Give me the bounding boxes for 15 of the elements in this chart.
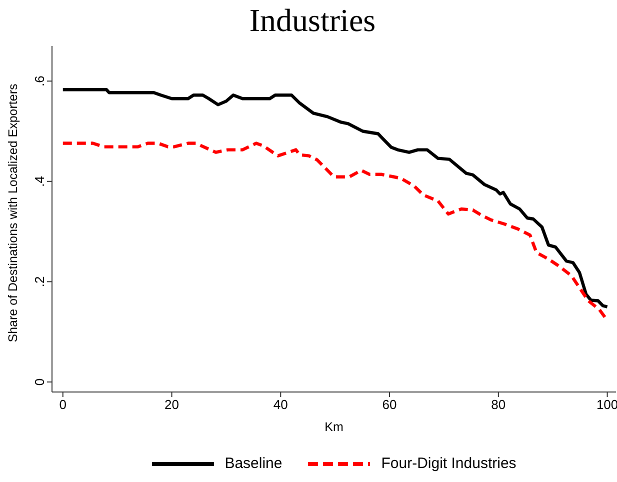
y-tick-label: 0	[32, 378, 47, 386]
x-tick-label: 80	[491, 397, 506, 412]
y-tick-label: .6	[32, 76, 47, 87]
x-axis-title: Km	[324, 420, 344, 434]
line-series	[61, 88, 609, 308]
legend-label: Four-Digit Industries	[381, 455, 516, 472]
y-tick-label: .4	[32, 176, 47, 187]
x-tick-label: 0	[59, 397, 67, 412]
legend-label: Baseline	[224, 455, 282, 472]
x-tick-label: 60	[382, 397, 397, 412]
y-tick-label: .2	[32, 276, 47, 288]
x-tick-label: 20	[164, 397, 180, 412]
chart-title: Industries	[249, 2, 376, 38]
x-tick-label: 40	[273, 397, 288, 412]
y-axis-title: Share of Destinations with Localized Exporters	[6, 84, 20, 342]
